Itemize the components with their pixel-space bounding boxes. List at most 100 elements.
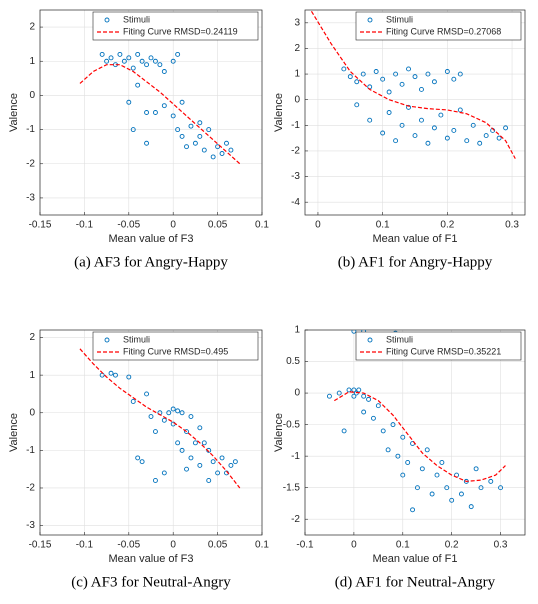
- y-tick-label: 0: [294, 94, 300, 105]
- x-tick-label: 0.1: [255, 220, 269, 231]
- point: [356, 387, 362, 393]
- point: [175, 127, 181, 133]
- legend-box: [355, 331, 522, 361]
- legend-label: Fiting Curve RMSD=0.495: [123, 346, 228, 356]
- point: [457, 71, 463, 77]
- series-group: [326, 330, 506, 513]
- point: [351, 330, 357, 334]
- y-tick-label: -2: [26, 158, 35, 169]
- y-tick-label: -1.5: [283, 482, 301, 493]
- point: [386, 89, 392, 95]
- y-tick-label: -0.5: [283, 419, 301, 430]
- y-tick-label: -1: [26, 124, 35, 135]
- point: [184, 144, 189, 150]
- point: [152, 110, 158, 115]
- point: [473, 466, 479, 472]
- point: [210, 459, 216, 465]
- point: [425, 140, 431, 146]
- fit-curve: [79, 348, 241, 489]
- point: [188, 455, 194, 461]
- point: [228, 462, 234, 468]
- axes-box: [304, 9, 526, 216]
- point: [130, 399, 136, 404]
- point: [393, 138, 399, 144]
- y-tick-label: 2: [29, 332, 35, 343]
- point: [451, 127, 457, 133]
- y-tick-label: 1: [294, 69, 300, 80]
- legend-label: Stimuli: [386, 334, 413, 344]
- y-tick-label: 1: [29, 370, 35, 381]
- y-tick-label: -2: [291, 514, 300, 525]
- caption: (d) AF1 for Neutral-Angry: [335, 574, 496, 590]
- point: [406, 104, 411, 110]
- point: [135, 82, 141, 88]
- point: [184, 466, 189, 472]
- point: [425, 71, 431, 77]
- point: [405, 460, 411, 465]
- x-tick-label: -0.15: [29, 220, 52, 231]
- point: [431, 79, 437, 85]
- point: [370, 415, 376, 421]
- fit-curve: [79, 64, 241, 165]
- point: [175, 440, 181, 446]
- point: [192, 440, 198, 446]
- point: [439, 460, 445, 465]
- plot-area: [40, 10, 262, 215]
- point: [354, 79, 360, 85]
- point: [170, 406, 176, 412]
- point: [410, 507, 416, 513]
- point: [367, 117, 373, 123]
- point: [152, 478, 158, 483]
- point: [206, 478, 212, 483]
- point: [175, 408, 181, 414]
- point: [393, 71, 399, 77]
- x-tick-label: -0.1: [76, 540, 94, 551]
- caption: (b) AF1 for Angry-Happy: [338, 254, 493, 270]
- y-tick-label: -1: [291, 120, 300, 131]
- point: [390, 422, 396, 428]
- point: [148, 55, 154, 61]
- point: [380, 130, 386, 136]
- point: [347, 74, 353, 80]
- point: [108, 55, 114, 61]
- point: [483, 133, 489, 139]
- point: [449, 497, 455, 503]
- point: [197, 120, 203, 126]
- y-tick-label: 0: [29, 90, 35, 101]
- y-tick-label: -2: [291, 146, 300, 157]
- point: [104, 58, 110, 64]
- point: [385, 447, 391, 453]
- y-tick-label: 3: [294, 17, 300, 28]
- plot-area: [40, 330, 262, 535]
- caption: (a) AF3 for Angry-Happy: [74, 254, 228, 270]
- x-tick-label: -0.1: [296, 540, 314, 551]
- point: [135, 51, 141, 57]
- point: [126, 55, 132, 61]
- point: [399, 122, 405, 128]
- point: [161, 417, 167, 423]
- y-tick-label: 1: [29, 56, 35, 67]
- fit-curve: [310, 10, 516, 159]
- fit-curve: [334, 391, 506, 482]
- point: [197, 425, 203, 431]
- legend: Stimuli Fiting Curve RMSD=0.27068: [355, 11, 522, 41]
- point: [108, 370, 114, 376]
- point: [144, 391, 150, 397]
- y-tick-label: -3: [26, 520, 35, 531]
- legend-box: [355, 11, 522, 41]
- point: [360, 71, 366, 77]
- point: [414, 485, 420, 491]
- point: [219, 455, 225, 461]
- y-axis-label: Valence: [273, 413, 285, 452]
- x-axis-label: Mean value of F3: [109, 233, 194, 245]
- y-tick-label: -3: [26, 193, 35, 204]
- point: [126, 374, 132, 380]
- point: [161, 470, 167, 476]
- point: [419, 466, 425, 472]
- x-tick-label: 0: [315, 220, 321, 231]
- point: [179, 447, 185, 453]
- point: [375, 403, 381, 409]
- point: [206, 127, 212, 133]
- point: [354, 102, 360, 108]
- y-tick-label: 2: [29, 22, 35, 33]
